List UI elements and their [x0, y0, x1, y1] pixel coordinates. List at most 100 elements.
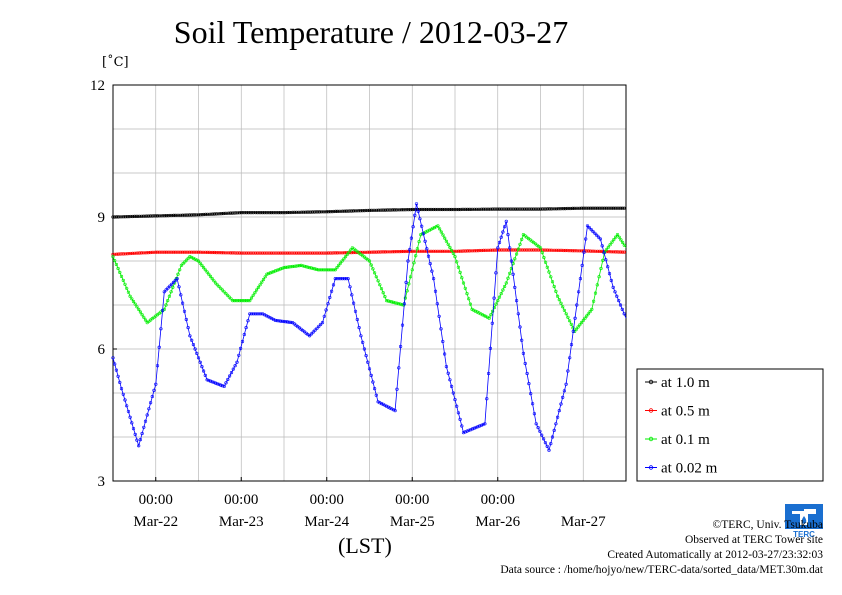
- series-point: [140, 313, 144, 317]
- series-point: [555, 294, 560, 298]
- series-point: [188, 250, 192, 254]
- series-point: [316, 268, 320, 272]
- series-point: [263, 275, 267, 279]
- series-point: [245, 211, 249, 215]
- series-point: [388, 406, 392, 410]
- series-point: [570, 206, 575, 210]
- series-point: [490, 207, 495, 211]
- series-point: [487, 248, 491, 252]
- series-point: [478, 424, 482, 428]
- series-point: [599, 266, 603, 271]
- series-point: [619, 206, 623, 210]
- series-point: [251, 312, 256, 316]
- series-point: [590, 307, 594, 312]
- series-point: [339, 251, 343, 255]
- series-point: [208, 379, 213, 383]
- series-point: [549, 442, 553, 446]
- series-point: [574, 206, 578, 210]
- series-point: [599, 249, 603, 253]
- series-point: [175, 213, 179, 217]
- series-point: [198, 360, 202, 364]
- series-point: [345, 252, 349, 256]
- series-point: [503, 248, 507, 252]
- series-point: [220, 212, 224, 216]
- series-point: [386, 299, 390, 303]
- series-point: [145, 214, 149, 218]
- series-point: [205, 250, 209, 254]
- series-point: [334, 251, 338, 255]
- series-point: [515, 207, 519, 211]
- series-point: [175, 277, 179, 281]
- series-point: [352, 301, 356, 305]
- series-point: [501, 288, 505, 292]
- series-point: [379, 402, 384, 406]
- series-point: [563, 248, 568, 253]
- series-point: [580, 263, 584, 268]
- series-point: [181, 301, 185, 305]
- series-point: [435, 207, 439, 212]
- series-point: [391, 208, 395, 212]
- series-point: [164, 214, 168, 218]
- series-point: [226, 293, 230, 297]
- series-point: [209, 212, 213, 216]
- series-point: [228, 374, 232, 378]
- series-point: [585, 206, 589, 210]
- series-point: [393, 301, 397, 305]
- series-point: [383, 208, 388, 212]
- series-point: [143, 214, 147, 218]
- series-point: [606, 206, 610, 210]
- series-point: [572, 206, 576, 210]
- series-point: [449, 207, 454, 212]
- series-point: [270, 270, 274, 274]
- series-point: [448, 207, 452, 212]
- series-point: [353, 309, 358, 313]
- series-point: [335, 277, 339, 281]
- series-point: [525, 371, 529, 376]
- series-point: [244, 326, 248, 330]
- series-point: [394, 208, 398, 212]
- series-point: [574, 249, 578, 253]
- series-point: [596, 235, 601, 239]
- series-point: [397, 302, 401, 306]
- series-point: [513, 207, 518, 211]
- series-point: [257, 251, 261, 255]
- series-point: [376, 400, 380, 404]
- series-point: [330, 289, 334, 293]
- series-point: [581, 318, 585, 323]
- series-point: [469, 207, 473, 211]
- legend-label: at 0.5 m: [661, 404, 710, 420]
- series-point: [257, 312, 261, 316]
- series-point: [178, 268, 182, 272]
- series-point: [184, 213, 188, 217]
- series-point: [182, 250, 186, 254]
- series-point: [492, 248, 496, 252]
- series-point: [204, 212, 208, 216]
- series-point: [113, 362, 117, 366]
- series-point: [211, 212, 215, 216]
- series-point: [595, 233, 599, 237]
- series-point: [168, 250, 172, 254]
- series-point: [529, 207, 534, 211]
- series-point: [544, 248, 548, 252]
- series-point: [369, 263, 373, 267]
- series-point: [184, 250, 188, 254]
- series-point: [505, 207, 509, 211]
- series-point: [375, 250, 379, 254]
- series-point: [221, 211, 225, 216]
- series-point: [227, 295, 231, 299]
- series-point: [321, 251, 325, 255]
- series-point: [453, 255, 457, 259]
- series-point: [526, 248, 530, 252]
- series-point: [154, 214, 158, 218]
- series-point: [538, 207, 543, 211]
- legend-marker: [648, 379, 654, 385]
- series-point: [266, 251, 270, 255]
- series-point: [215, 382, 219, 386]
- series-point: [300, 210, 304, 214]
- series-point: [164, 250, 168, 254]
- series-point: [373, 387, 377, 391]
- series-point: [563, 207, 568, 211]
- series-point: [414, 254, 418, 258]
- series-point: [460, 424, 464, 428]
- series-point: [248, 211, 252, 215]
